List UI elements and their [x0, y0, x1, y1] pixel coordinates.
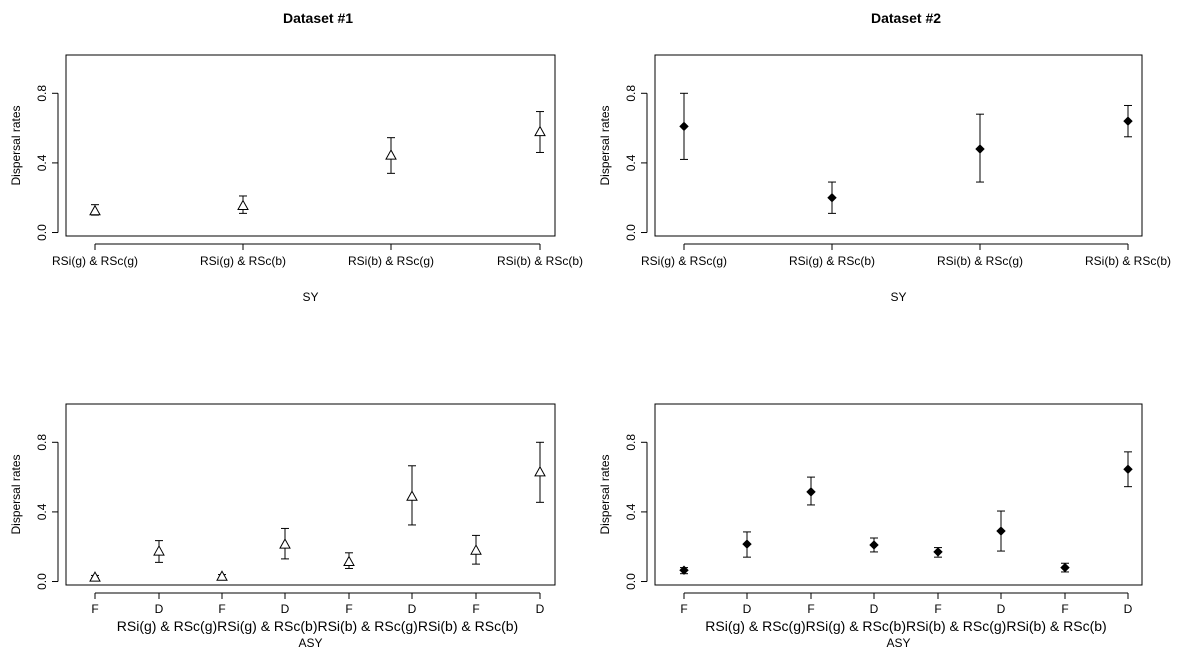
panel3-x-tick-label: D — [281, 602, 290, 616]
panel2-data-point — [1123, 116, 1133, 126]
panel4-x-tick-label: F — [1061, 602, 1068, 616]
panel3-data-point — [470, 544, 482, 555]
panel4-data-point — [1060, 562, 1070, 573]
panel3-y-tick-label: 0.0 — [35, 573, 49, 590]
panel3-x-tick-label: D — [408, 602, 417, 616]
panel1-y-axis-title: Dispersal rates — [9, 105, 23, 185]
panel4-data-point — [679, 565, 689, 575]
panel1-plot-frame — [65, 54, 556, 237]
panel3-y-tick-label: 0.8 — [35, 434, 49, 451]
panel3-data-point — [216, 570, 228, 581]
panel4-x-tick-label: F — [680, 602, 687, 616]
panel3-x-axis-title: ASY — [298, 636, 322, 650]
panel4-data-point — [1123, 464, 1133, 474]
panel4-x-tick-label: D — [1124, 602, 1133, 616]
panel1-x-tick-label: RSi(b) & RSc(b) — [497, 254, 583, 268]
panel4-y-axis-title: Dispersal rates — [598, 454, 612, 534]
panel2-x-tick-label: RSi(g) & RSc(b) — [789, 254, 875, 268]
panel4-data-point — [869, 540, 879, 550]
panel4-x-axis-title: ASY — [886, 636, 910, 650]
column-title-2: Dataset #2 — [871, 10, 941, 26]
panel4-x-tick-label: F — [934, 602, 941, 616]
panel3-y-tick-label: 0.4 — [35, 503, 49, 520]
panel1-x-tick-label: RSi(b) & RSc(g) — [348, 254, 434, 268]
panel4-data-point — [742, 539, 752, 549]
panel4-x-tick-label: D — [997, 602, 1006, 616]
panel4-data-point — [933, 547, 943, 557]
panel1-data-point — [89, 204, 101, 216]
panel3-x-tick-label: F — [218, 602, 225, 616]
panel1-y-tick-label: 0.0 — [35, 224, 49, 241]
panel2-x-tick-label: RSi(b) & RSc(b) — [1085, 254, 1171, 268]
panel4-y-tick-label: 0.0 — [624, 573, 638, 590]
panel4-data-point — [806, 487, 816, 497]
panel2-data-point — [679, 121, 689, 132]
panel2-y-tick-label: 0.0 — [624, 224, 638, 241]
panel3-data-point — [89, 571, 101, 582]
panel3-data-point — [153, 545, 165, 556]
panel3: 0.0 0.4 0.8 Dispersal rates F D F D F D F D RSi(g) &… — [9, 403, 556, 650]
panel2-x-tick-label: RSi(g) & RSc(g) — [641, 254, 727, 268]
panel1: 0.0 0.4 0.8 Dispersal rates RSi(g) & RSc(g) R… — [9, 54, 583, 304]
panel1-x-tick-label: RSi(g) & RSc(b) — [200, 254, 286, 268]
panel1-data-point — [237, 199, 249, 211]
panel3-data-point — [343, 555, 355, 567]
panel3-plot-frame — [65, 403, 556, 586]
panel2: 0.0 0.4 0.8 Dispersal rates RSi(g) & RSc(g) R… — [598, 54, 1171, 304]
panel3-group-labels: RSi(g) & RSc(g)RSi(g) & RSc(b)RSi(b) & R… — [117, 618, 518, 634]
panel3-data-point — [406, 490, 418, 501]
panel1-y-tick-label: 0.8 — [35, 85, 49, 102]
panel3-data-point — [279, 538, 291, 549]
panel4-y-tick-label: 0.8 — [624, 434, 638, 451]
panel2-x-tick-label: RSi(b) & RSc(g) — [937, 254, 1023, 268]
panel4: 0.0 0.4 0.8 Dispersal rates F D F D F D F D RSi(g) &… — [598, 403, 1143, 650]
panel4-data-point — [996, 526, 1006, 536]
panel1-x-tick-label: RSi(g) & RSc(g) — [52, 254, 138, 268]
panel4-x-tick-label: F — [807, 602, 814, 616]
panel1-x-axis-title: SY — [302, 290, 318, 304]
panel2-data-point — [975, 144, 985, 154]
panel3-x-tick-label: D — [536, 602, 545, 616]
column-title-1: Dataset #1 — [283, 10, 353, 26]
panel3-data-point — [534, 465, 546, 477]
panel4-group-labels: RSi(g) & RSc(g)RSi(g) & RSc(b)RSi(b) & R… — [705, 618, 1106, 634]
panel2-y-tick-label: 0.4 — [624, 154, 638, 171]
panel2-plot-frame — [654, 54, 1143, 237]
panel3-x-tick-label: F — [472, 602, 479, 616]
panel4-x-tick-label: D — [870, 602, 879, 616]
panel2-y-axis-title: Dispersal rates — [598, 105, 612, 185]
panel2-x-axis-title: SY — [890, 290, 906, 304]
panel1-data-point — [385, 149, 397, 160]
panel2-data-point — [827, 193, 837, 203]
panel4-y-tick-label: 0.4 — [624, 503, 638, 520]
panel1-data-point — [534, 125, 546, 137]
panel3-x-tick-label: F — [91, 602, 98, 616]
panel2-y-tick-label: 0.8 — [624, 85, 638, 102]
panel3-x-tick-label: F — [345, 602, 352, 616]
panel1-y-tick-label: 0.4 — [35, 154, 49, 171]
panel3-y-axis-title: Dispersal rates — [9, 454, 23, 534]
panel4-plot-frame — [654, 403, 1143, 586]
panel3-x-tick-label: D — [155, 602, 164, 616]
panel4-x-tick-label: D — [743, 602, 752, 616]
